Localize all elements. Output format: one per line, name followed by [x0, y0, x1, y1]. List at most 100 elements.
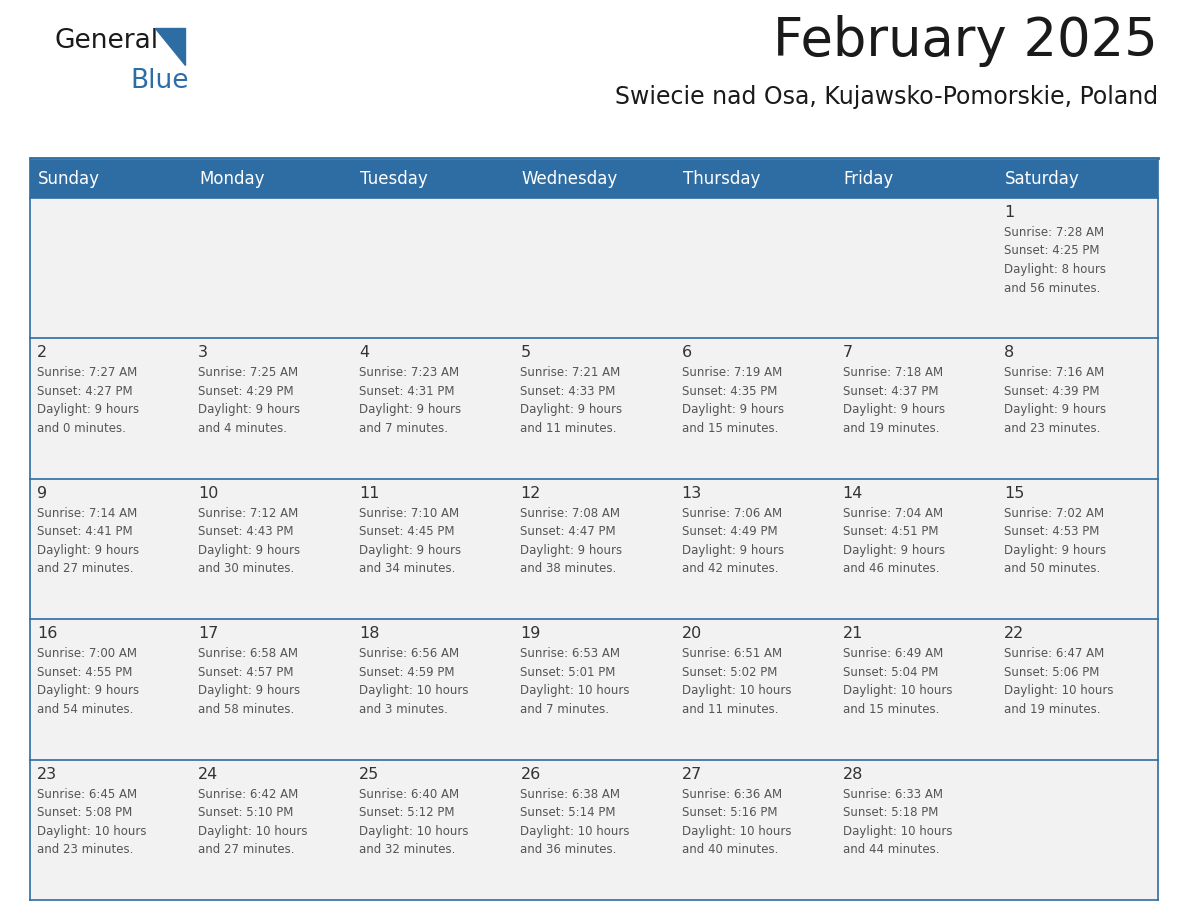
- Text: 9: 9: [37, 486, 48, 501]
- Text: 20: 20: [682, 626, 702, 641]
- Text: Sunrise: 6:42 AM: Sunrise: 6:42 AM: [198, 788, 298, 800]
- Text: Sunset: 4:31 PM: Sunset: 4:31 PM: [359, 385, 455, 397]
- Bar: [675, 479, 835, 620]
- Bar: [30, 160, 191, 198]
- Text: Sunset: 4:45 PM: Sunset: 4:45 PM: [359, 525, 455, 538]
- Bar: [997, 198, 1158, 339]
- Text: Sunset: 5:18 PM: Sunset: 5:18 PM: [842, 806, 939, 819]
- Text: Sunset: 5:10 PM: Sunset: 5:10 PM: [198, 806, 293, 819]
- Text: Sunset: 4:37 PM: Sunset: 4:37 PM: [842, 385, 939, 397]
- Bar: [353, 759, 513, 900]
- Bar: [191, 339, 353, 479]
- Text: 16: 16: [37, 626, 57, 641]
- Text: and 50 minutes.: and 50 minutes.: [1004, 563, 1100, 576]
- Text: Daylight: 10 hours: Daylight: 10 hours: [842, 824, 953, 837]
- Text: Sunrise: 6:53 AM: Sunrise: 6:53 AM: [520, 647, 620, 660]
- Text: 18: 18: [359, 626, 380, 641]
- Text: Sunset: 5:01 PM: Sunset: 5:01 PM: [520, 666, 615, 678]
- Text: and 0 minutes.: and 0 minutes.: [37, 422, 126, 435]
- Text: Sunset: 5:12 PM: Sunset: 5:12 PM: [359, 806, 455, 819]
- Text: Sunrise: 6:47 AM: Sunrise: 6:47 AM: [1004, 647, 1104, 660]
- Bar: [997, 339, 1158, 479]
- Bar: [191, 160, 353, 198]
- Text: Daylight: 9 hours: Daylight: 9 hours: [359, 543, 461, 557]
- Text: Daylight: 10 hours: Daylight: 10 hours: [359, 684, 469, 697]
- Bar: [191, 479, 353, 620]
- Text: Daylight: 9 hours: Daylight: 9 hours: [198, 543, 301, 557]
- Text: and 34 minutes.: and 34 minutes.: [359, 563, 456, 576]
- Text: and 27 minutes.: and 27 minutes.: [37, 563, 133, 576]
- Text: and 15 minutes.: and 15 minutes.: [682, 422, 778, 435]
- Text: Sunset: 4:47 PM: Sunset: 4:47 PM: [520, 525, 617, 538]
- Text: and 38 minutes.: and 38 minutes.: [520, 563, 617, 576]
- Text: Daylight: 9 hours: Daylight: 9 hours: [520, 543, 623, 557]
- Bar: [835, 620, 997, 759]
- Bar: [513, 759, 675, 900]
- Text: Sunset: 5:06 PM: Sunset: 5:06 PM: [1004, 666, 1099, 678]
- Text: Swiecie nad Osa, Kujawsko-Pomorskie, Poland: Swiecie nad Osa, Kujawsko-Pomorskie, Pol…: [615, 85, 1158, 109]
- Bar: [675, 620, 835, 759]
- Text: Sunset: 4:55 PM: Sunset: 4:55 PM: [37, 666, 132, 678]
- Text: Sunrise: 7:00 AM: Sunrise: 7:00 AM: [37, 647, 137, 660]
- Bar: [353, 339, 513, 479]
- Text: Monday: Monday: [200, 170, 265, 188]
- Text: Daylight: 10 hours: Daylight: 10 hours: [842, 684, 953, 697]
- Bar: [835, 479, 997, 620]
- Text: Sunset: 4:29 PM: Sunset: 4:29 PM: [198, 385, 293, 397]
- Text: and 56 minutes.: and 56 minutes.: [1004, 282, 1100, 295]
- Bar: [513, 479, 675, 620]
- Bar: [835, 339, 997, 479]
- Text: 25: 25: [359, 767, 379, 781]
- Text: Sunrise: 7:27 AM: Sunrise: 7:27 AM: [37, 366, 138, 379]
- Text: and 11 minutes.: and 11 minutes.: [682, 702, 778, 716]
- Bar: [675, 339, 835, 479]
- Text: and 7 minutes.: and 7 minutes.: [520, 702, 609, 716]
- Text: Friday: Friday: [843, 170, 893, 188]
- Text: Daylight: 10 hours: Daylight: 10 hours: [682, 684, 791, 697]
- Text: Daylight: 9 hours: Daylight: 9 hours: [37, 543, 139, 557]
- Text: and 30 minutes.: and 30 minutes.: [198, 563, 295, 576]
- Text: 11: 11: [359, 486, 380, 501]
- Text: Daylight: 9 hours: Daylight: 9 hours: [198, 684, 301, 697]
- Text: Daylight: 10 hours: Daylight: 10 hours: [198, 824, 308, 837]
- Text: and 23 minutes.: and 23 minutes.: [1004, 422, 1100, 435]
- Text: and 40 minutes.: and 40 minutes.: [682, 843, 778, 856]
- Text: and 7 minutes.: and 7 minutes.: [359, 422, 448, 435]
- Text: 14: 14: [842, 486, 864, 501]
- Text: 13: 13: [682, 486, 702, 501]
- Text: Sunset: 4:49 PM: Sunset: 4:49 PM: [682, 525, 777, 538]
- Text: and 54 minutes.: and 54 minutes.: [37, 702, 133, 716]
- Text: and 58 minutes.: and 58 minutes.: [198, 702, 295, 716]
- Text: 1: 1: [1004, 205, 1015, 220]
- Text: and 27 minutes.: and 27 minutes.: [198, 843, 295, 856]
- Text: Sunrise: 6:36 AM: Sunrise: 6:36 AM: [682, 788, 782, 800]
- Text: Sunset: 4:39 PM: Sunset: 4:39 PM: [1004, 385, 1099, 397]
- Text: Daylight: 8 hours: Daylight: 8 hours: [1004, 263, 1106, 276]
- Text: Daylight: 10 hours: Daylight: 10 hours: [520, 684, 630, 697]
- Text: Daylight: 9 hours: Daylight: 9 hours: [198, 403, 301, 417]
- Text: Tuesday: Tuesday: [360, 170, 428, 188]
- Text: Sunrise: 6:40 AM: Sunrise: 6:40 AM: [359, 788, 460, 800]
- Text: Daylight: 10 hours: Daylight: 10 hours: [37, 824, 146, 837]
- Text: 4: 4: [359, 345, 369, 361]
- Text: Sunset: 5:04 PM: Sunset: 5:04 PM: [842, 666, 939, 678]
- Text: 8: 8: [1004, 345, 1015, 361]
- Text: Sunrise: 6:58 AM: Sunrise: 6:58 AM: [198, 647, 298, 660]
- Bar: [997, 759, 1158, 900]
- Text: 7: 7: [842, 345, 853, 361]
- Bar: [513, 620, 675, 759]
- Text: Sunrise: 6:51 AM: Sunrise: 6:51 AM: [682, 647, 782, 660]
- Text: and 44 minutes.: and 44 minutes.: [842, 843, 940, 856]
- Text: Sunrise: 6:38 AM: Sunrise: 6:38 AM: [520, 788, 620, 800]
- Text: Sunset: 5:14 PM: Sunset: 5:14 PM: [520, 806, 615, 819]
- Text: and 36 minutes.: and 36 minutes.: [520, 843, 617, 856]
- Polygon shape: [154, 28, 185, 65]
- Text: February 2025: February 2025: [773, 15, 1158, 67]
- Text: Sunrise: 7:08 AM: Sunrise: 7:08 AM: [520, 507, 620, 520]
- Bar: [835, 198, 997, 339]
- Text: General: General: [55, 28, 159, 54]
- Text: 15: 15: [1004, 486, 1024, 501]
- Text: 23: 23: [37, 767, 57, 781]
- Text: Sunrise: 6:56 AM: Sunrise: 6:56 AM: [359, 647, 460, 660]
- Text: Wednesday: Wednesday: [522, 170, 618, 188]
